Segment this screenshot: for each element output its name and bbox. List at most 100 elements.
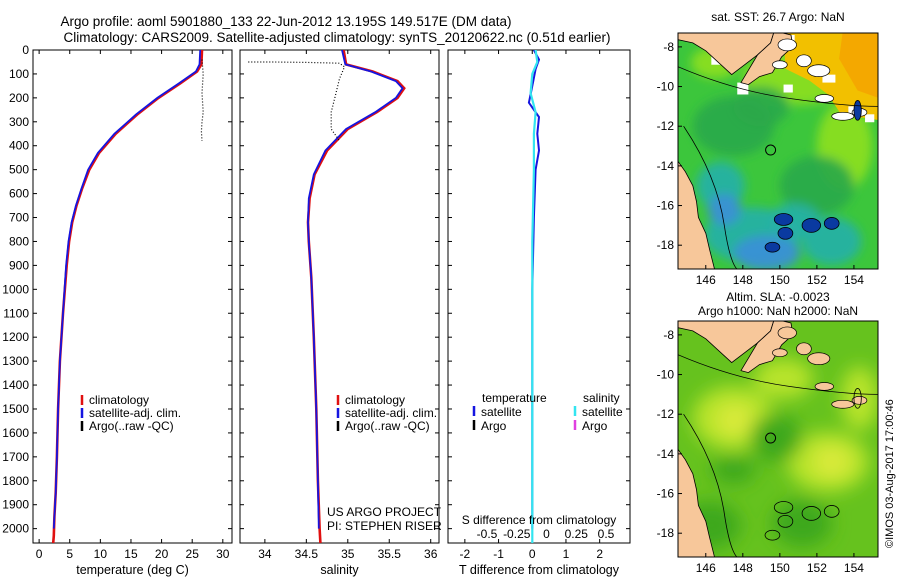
y-tick-label: -14: [657, 159, 675, 173]
plot-frame: [239, 49, 440, 544]
x-tick-label: 30: [216, 547, 230, 561]
y-tick-label: 1000: [2, 282, 29, 296]
island: [777, 326, 797, 340]
x-tick-label: 15: [124, 547, 138, 561]
x-tick-label: 148: [733, 561, 753, 575]
reef: [823, 505, 840, 518]
x-tick-label: 35.5: [378, 547, 402, 561]
y-tick-label: 1300: [2, 354, 29, 368]
legend-entry: satellite: [481, 405, 522, 419]
x-tick-label: -2: [460, 547, 471, 561]
x-axis-label: salinity: [320, 563, 359, 577]
legend-entry: Argo(..raw -QC): [345, 419, 430, 433]
missing-data: [783, 84, 793, 93]
x-tick-label: 36: [424, 547, 438, 561]
legend-title: salinity: [583, 391, 620, 405]
x-tick-label: 146: [696, 273, 716, 287]
y-tick-label: 2000: [2, 522, 29, 536]
reef: [801, 506, 821, 521]
x-tick-label: 154: [844, 561, 864, 575]
x-tick-label: 25: [186, 547, 200, 561]
argo-position-marker: [765, 432, 777, 444]
y-tick-label: 1400: [2, 378, 29, 392]
y-tick-label: -8: [663, 40, 674, 54]
y-tick-label: -8: [663, 328, 674, 342]
sst-map-panel: 146 148 150 152 154 -8 -10 -12 -14 -16 -18 sat. SST…: [657, 10, 879, 287]
island: [772, 348, 788, 358]
map-frame: [677, 320, 879, 558]
sst-blob: [779, 155, 854, 216]
x-tick-label: 0: [36, 547, 43, 561]
island: [796, 342, 812, 356]
depth-contour: [683, 413, 738, 557]
y-tick-label: 1200: [2, 330, 29, 344]
series-argo: [248, 61, 346, 142]
plot-lines: [248, 50, 406, 543]
sst-blob: [707, 193, 741, 226]
y-tick-label: -12: [657, 119, 675, 133]
legend-entry: Argo: [481, 419, 507, 433]
sla-blob: [750, 414, 803, 462]
land-australia: [678, 160, 715, 269]
x-tick-label: 150: [770, 561, 790, 575]
map-title: sat. SST: 26.7 Argo: NaN: [711, 10, 844, 24]
missing-data: [822, 74, 836, 83]
x-tick-label: 34: [258, 547, 272, 561]
header-line2: Climatology: CARS2009. Satellite-adjuste…: [63, 30, 610, 45]
x-tick-label: 10: [94, 547, 108, 561]
map-frame: [677, 32, 879, 270]
reef: [823, 217, 840, 230]
y-tick-label: 600: [9, 187, 29, 201]
x-tick-label: 20: [155, 547, 169, 561]
legend-entry: satellite: [582, 405, 623, 419]
x-tick-label: 2: [596, 547, 603, 561]
map-subtitle: Argo h1000: NaN h2000: NaN: [698, 304, 858, 318]
map-field: [678, 321, 878, 557]
plot-frame: [447, 49, 631, 544]
y-tick-label: -18: [657, 238, 675, 252]
island: [777, 38, 797, 52]
reef: [853, 388, 862, 409]
y-tick-label: 1900: [2, 498, 29, 512]
island: [796, 54, 812, 68]
warm-region: [839, 33, 878, 98]
legend-entry: satellite-adj. clim.: [345, 406, 437, 420]
missing-data: [865, 114, 875, 123]
x-tick-label: 154: [844, 273, 864, 287]
map-title: Altim. SLA: -0.0023: [726, 290, 830, 304]
x-tick-label: 146: [696, 561, 716, 575]
y-tick-label: 1600: [2, 426, 29, 440]
x-tick-label: 34.5: [295, 547, 319, 561]
sla-blobs: [678, 358, 878, 550]
y-tick-label: -16: [657, 487, 675, 501]
missing-data: [737, 82, 749, 95]
legend-title: temperature: [482, 391, 547, 405]
y-tick-label: 1700: [2, 450, 29, 464]
y-tick-label: 200: [9, 91, 29, 105]
legend-entry: Argo(..raw -QC): [89, 419, 174, 433]
pi-annotation: US ARGO PROJECT: [327, 505, 442, 519]
plot-lines: [51, 50, 204, 543]
island: [807, 352, 831, 365]
sla-blob: [716, 404, 754, 437]
y-tick-label: 1100: [3, 306, 29, 320]
s-tick-label: -0.25: [503, 527, 531, 541]
y-tick-label: 800: [9, 234, 29, 248]
reef: [773, 501, 794, 514]
sst-blob: [733, 235, 801, 269]
y-tick-label: -12: [657, 407, 675, 421]
reef: [777, 514, 794, 528]
x-axis-label: T difference from climatology: [459, 563, 620, 577]
x-tick-label: 0: [529, 547, 536, 561]
island: [814, 382, 834, 391]
plot-lines: [527, 50, 541, 543]
x-tick-label: 152: [807, 273, 827, 287]
x-axis-label: temperature (deg C): [76, 563, 189, 577]
map-field: [678, 33, 878, 269]
depth-contour: [683, 125, 738, 269]
series-satellite-adj: [52, 50, 202, 529]
island: [831, 111, 855, 121]
plot-frame: [32, 49, 233, 544]
land-australia: [678, 448, 715, 557]
